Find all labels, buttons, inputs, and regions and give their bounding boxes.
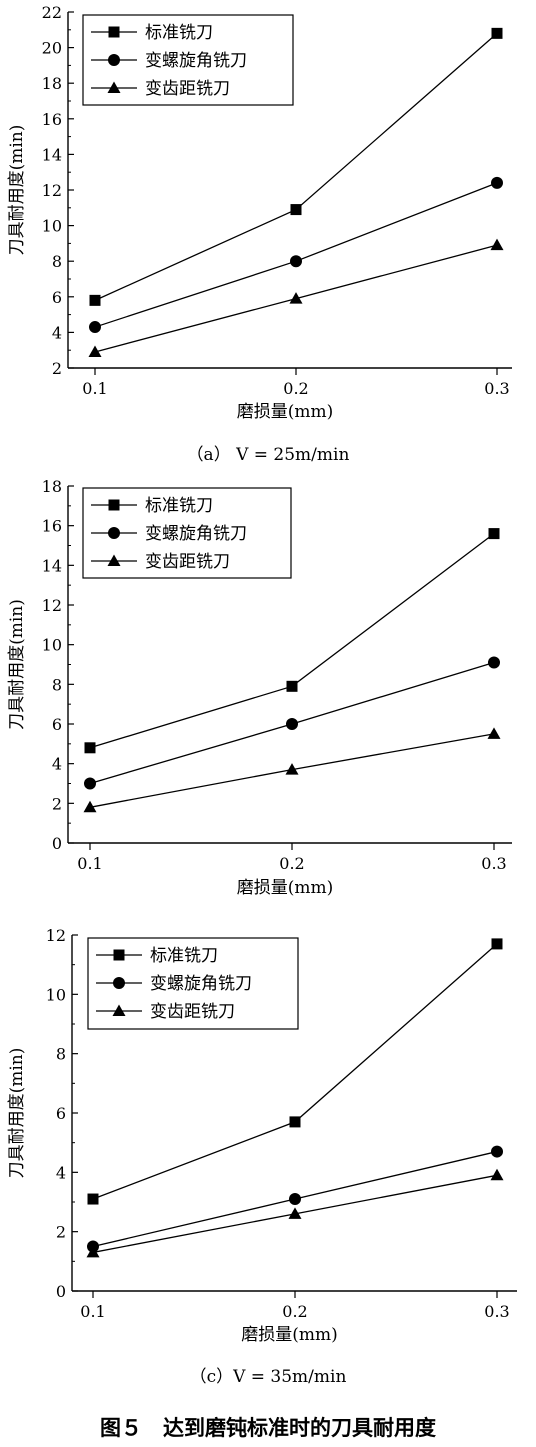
y-tick-label: 0 <box>56 1282 66 1301</box>
legend-marker-triangle <box>112 1004 126 1016</box>
y-tick-label: 22 <box>42 3 62 22</box>
data-point-triangle <box>288 1207 302 1219</box>
data-point-circle <box>491 1145 503 1158</box>
x-tick-label: 0.3 <box>484 1302 509 1321</box>
y-tick-label: 12 <box>46 926 66 945</box>
chart-panel-1: 2 4 6 8 10 12 14 16 18 20 22 0.1 0.2 0.3 磨损量(mm) 刀具耐用度(… <box>7 3 512 465</box>
data-point-circle <box>289 1193 301 1206</box>
x-axis-title: 磨损量(mm) <box>241 1325 338 1345</box>
y-tick-label: 4 <box>56 1163 66 1182</box>
legend-marker-square <box>108 26 120 38</box>
chart-panel-2: 0 2 4 6 8 10 12 14 16 18 0.1 0.2 0.3 磨损量(mm) 刀具耐用度(min… <box>7 477 512 898</box>
legend-label: 标准铣刀 <box>145 496 213 516</box>
y-tick-label: 10 <box>46 985 66 1004</box>
data-point-circle <box>84 777 96 790</box>
y-tick-label: 4 <box>52 323 62 342</box>
y-tick-label: 6 <box>52 715 62 734</box>
data-point-triangle <box>490 1168 504 1181</box>
y-axis-title: 刀具耐用度(min) <box>7 599 27 730</box>
legend-marker-circle <box>113 977 125 989</box>
data-point-circle <box>89 321 101 334</box>
y-tick-label: 8 <box>52 252 62 271</box>
data-point-square <box>491 938 503 950</box>
legend-label: 变齿距铣刀 <box>150 1002 235 1022</box>
y-tick-label: 10 <box>42 217 62 236</box>
y-tick-label: 6 <box>56 1104 66 1123</box>
legend-marker-square <box>108 499 120 511</box>
x-axis-title: 磨损量(mm) <box>237 402 334 422</box>
data-point-square <box>290 204 302 216</box>
figure-caption: 图５ 达到磨钝标准时的刀具耐用度 <box>100 1416 436 1440</box>
legend-label: 变螺旋角铣刀 <box>145 524 247 544</box>
y-tick-label: 2 <box>56 1223 66 1242</box>
x-tick-label: 0.2 <box>279 854 304 873</box>
x-tick-label: 0.3 <box>484 379 509 398</box>
data-point-triangle <box>285 763 299 775</box>
chart-panel-3: 0 2 4 6 8 10 12 0.1 0.2 0.3 磨损量(mm) 刀具耐用度(min) 标准铣刀变… <box>7 926 517 1387</box>
legend-marker-triangle <box>107 81 121 93</box>
legend-marker-circle <box>108 527 120 539</box>
y-tick-label: 18 <box>42 477 62 496</box>
data-point-triangle <box>83 800 97 813</box>
data-point-circle <box>491 176 503 189</box>
y-tick-label: 20 <box>42 39 62 58</box>
data-point-square <box>286 680 298 692</box>
data-point-square <box>84 742 96 754</box>
data-point-square <box>491 27 503 39</box>
legend-marker-square <box>113 949 125 961</box>
legend-marker-triangle <box>107 554 121 566</box>
y-tick-label: 16 <box>42 517 62 536</box>
y-tick-label: 8 <box>52 675 62 694</box>
legend-label: 变齿距铣刀 <box>145 79 230 99</box>
y-tick-label: 18 <box>42 74 62 93</box>
legend-label: 变齿距铣刀 <box>145 552 230 572</box>
data-point-square <box>89 294 101 306</box>
y-tick-label: 10 <box>42 636 62 655</box>
legend-label: 标准铣刀 <box>145 23 213 43</box>
y-tick-label: 2 <box>52 794 62 813</box>
x-tick-label: 0.1 <box>77 854 102 873</box>
legend-marker-circle <box>108 54 120 66</box>
y-tick-label: 12 <box>42 181 62 200</box>
y-tick-label: 16 <box>42 110 62 129</box>
x-tick-label: 0.3 <box>481 854 506 873</box>
y-tick-label: 4 <box>52 755 62 774</box>
data-point-circle <box>290 255 302 268</box>
data-point-circle <box>286 718 298 730</box>
y-tick-label: 14 <box>42 556 62 575</box>
sub-caption: （a） V = 25m/min <box>187 445 350 465</box>
legend-label: 变螺旋角铣刀 <box>145 51 247 71</box>
y-axis-title: 刀具耐用度(min) <box>7 1048 27 1179</box>
data-point-square <box>488 528 500 540</box>
data-point-square <box>87 1193 99 1205</box>
x-axis-title: 磨损量(mm) <box>237 878 334 898</box>
x-tick-label: 0.1 <box>82 379 107 398</box>
data-point-triangle <box>86 1245 100 1258</box>
y-tick-label: 2 <box>52 359 62 378</box>
x-tick-label: 0.2 <box>282 1302 307 1321</box>
data-point-triangle <box>490 238 504 251</box>
data-point-circle <box>488 656 500 669</box>
y-tick-label: 12 <box>42 596 62 615</box>
data-point-triangle <box>487 727 501 739</box>
data-point-triangle <box>88 345 102 357</box>
data-point-square <box>289 1116 301 1128</box>
data-point-triangle <box>289 292 303 304</box>
x-tick-label: 0.2 <box>283 379 308 398</box>
y-axis-title: 刀具耐用度(min) <box>7 125 27 256</box>
y-tick-label: 6 <box>52 288 62 307</box>
y-tick-label: 0 <box>52 834 62 853</box>
legend-label: 标准铣刀 <box>150 946 218 966</box>
y-tick-label: 14 <box>42 145 62 164</box>
legend-label: 变螺旋角铣刀 <box>150 974 252 994</box>
y-tick-label: 8 <box>56 1045 66 1064</box>
x-tick-label: 0.1 <box>80 1302 105 1321</box>
sub-caption: （c）V = 35m/min <box>190 1367 347 1387</box>
